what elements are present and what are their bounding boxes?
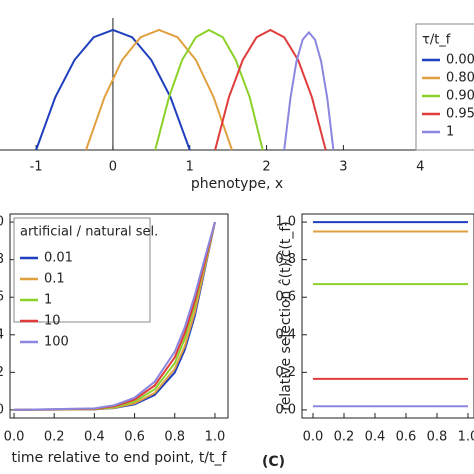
y-tick-label: 0.8 [0, 252, 4, 267]
data-line [214, 28, 327, 151]
y-tick-label: 0.4 [275, 327, 296, 342]
panel-label: (C) [262, 454, 285, 470]
x-tick-label: 0.6 [396, 430, 417, 445]
x-tick-label: -1 [30, 160, 43, 175]
y-tick-label: 0.2 [275, 365, 296, 380]
legend-box [13, 217, 151, 323]
legend-title: artificial / natural sel. [20, 225, 158, 240]
x-tick-label: 1 [186, 160, 194, 175]
data-line [85, 28, 233, 151]
y-tick-label: 0.6 [275, 290, 296, 305]
data-line [13, 221, 216, 411]
y-tick-label: 1.0 [0, 215, 4, 230]
x-tick-label: 0.4 [84, 430, 105, 445]
legend-label: 0.00 [446, 53, 474, 68]
x-tick-label: 0.4 [365, 430, 386, 445]
legend-label: 1 [446, 125, 454, 140]
x-tick-label: 0 [109, 160, 117, 175]
data-line [35, 28, 191, 151]
y-tick-label: 0.6 [0, 290, 4, 305]
x-tick-label: 0.2 [334, 430, 355, 445]
y-tick-label: 0.0 [0, 402, 4, 417]
x-tick-label: 0.0 [4, 430, 25, 445]
x-axis-label: time relative to end point, t/t_f [12, 450, 228, 466]
plot-frame [9, 213, 229, 419]
x-tick-label: 0.0 [303, 430, 324, 445]
x-tick-label: 0.8 [427, 430, 448, 445]
x-tick-label: 0.2 [44, 430, 65, 445]
x-tick-label: 1.0 [205, 430, 226, 445]
legend-label: 0.01 [44, 251, 73, 266]
legend-label: 0.80 [446, 71, 474, 86]
y-tick-label: 0.0 [275, 402, 296, 417]
legend-label: 0.95 [446, 107, 474, 122]
legend-label: 0.90 [446, 89, 474, 104]
x-axis-label: phenotype, x [191, 176, 283, 192]
x-tick-label: 2 [262, 160, 270, 175]
x-tick-label: 4 [416, 160, 424, 175]
legend-label: 100 [44, 335, 69, 350]
legend-label: 1 [44, 293, 52, 308]
legend-box [415, 23, 474, 151]
y-tick-label: 0.4 [0, 327, 4, 342]
y-axis-label: relative selection ĉ(t)/ĉ(t_f) [278, 221, 294, 411]
y-tick-label: 0.2 [0, 365, 4, 380]
x-tick-label: 0.8 [164, 430, 185, 445]
y-tick-label: 1.0 [275, 215, 296, 230]
legend-label: 0.1 [44, 272, 65, 287]
legend-title: τ/t_f [422, 33, 451, 48]
x-tick-label: 1.0 [458, 430, 474, 445]
legend-label: 10 [44, 314, 61, 329]
plot-frame [301, 213, 474, 419]
y-tick-label: 0.8 [275, 252, 296, 267]
data-line [283, 30, 335, 151]
x-tick-label: 0.6 [124, 430, 145, 445]
x-tick-label: 3 [339, 160, 347, 175]
data-line [154, 28, 264, 151]
